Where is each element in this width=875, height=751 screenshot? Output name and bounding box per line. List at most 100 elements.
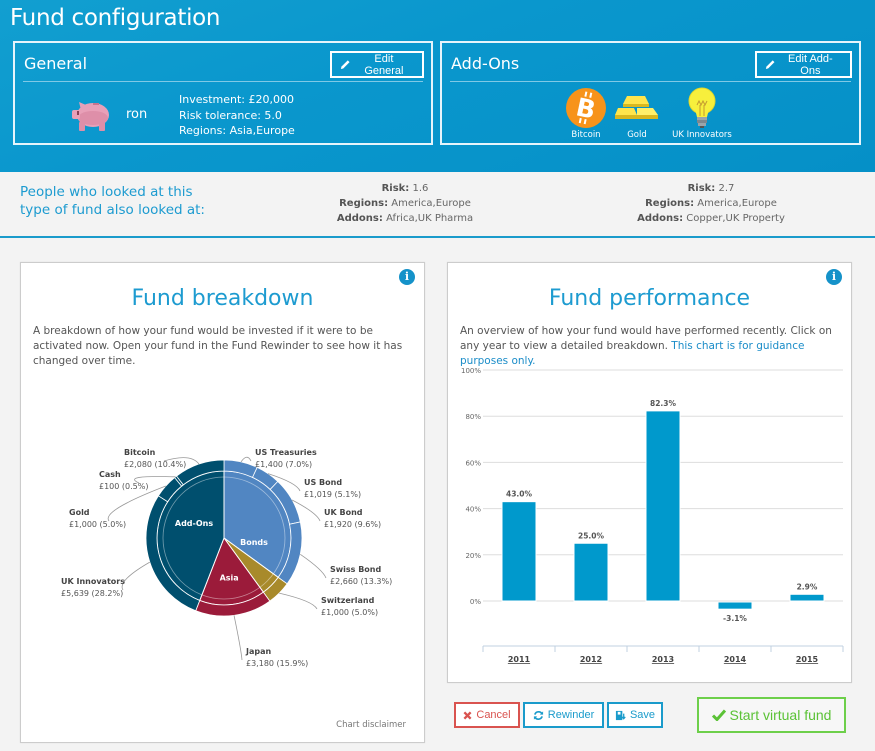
edit-general-label: Edit General [364,52,404,77]
start-virtual-fund-label: Start virtual fund [729,707,832,723]
pie-leader-line [233,615,243,661]
pie-inner-ring [162,476,286,600]
pie-label-value: £3,180 (15.9%) [246,659,308,668]
related-heading-line: type of fund also looked at: [20,202,205,218]
description-text: An overview of how your fund would have … [460,325,832,352]
pencil-icon [765,60,775,69]
bar-2013[interactable] [645,410,681,602]
pie-label-name: Gold [69,508,90,517]
related-fund-2[interactable]: Risk: 2.7 Regions: America,Europe Addons… [606,181,816,226]
rewinder-label: Rewinder [547,709,595,721]
bar-2015[interactable] [789,593,825,602]
risk-value: 1.6 [412,183,429,194]
pie-label-name: US Treasuries [255,448,317,457]
pie-label-value: £1,400 (7.0%) [255,460,312,469]
edit-general-button[interactable]: Edit General [330,51,424,78]
chart-disclaimer-link[interactable]: Chart disclaimer [336,720,406,730]
addons-panel: Add-Ons Edit Add-Ons B Bitcoin [440,41,861,145]
addon-label: Bitcoin [571,130,601,140]
save-button[interactable]: Save [607,702,663,728]
addons-title: Add-Ons [451,54,520,73]
addon-label: Gold [627,130,647,140]
bar-2014[interactable] [717,601,753,610]
addon-label: UK Innovators [672,130,732,140]
regions-key: Regions: [339,198,389,209]
bar-value-label: 82.3% [650,399,677,408]
fund-performance-title: Fund performance [548,286,751,311]
pie-label-value: £2,660 (13.3%) [330,577,392,586]
addons-value: Africa,UK Pharma [386,213,474,224]
related-heading-line: People who looked at this [20,184,193,200]
fund-summary: Investment: £20,000 Risk tolerance: 5.0 … [179,92,295,139]
fund-name: ron [126,107,148,122]
regions-value: Regions: Asia,Europe [179,124,295,137]
edit-addons-label: Edit Add-Ons [788,52,833,77]
fund-performance-card: i Fund performance An overview of how yo… [447,262,852,683]
piggy-bank-icon [72,102,109,131]
y-tick-label: 100% [461,367,481,375]
fund-breakdown-card: i Fund breakdown A breakdown of how your… [20,262,425,743]
bar-2011[interactable] [501,501,537,602]
pie-inner-label: Bonds [240,538,268,547]
addon-uk-innovators[interactable]: UK Innovators [666,87,738,140]
guidance-link[interactable]: This chart is for guidance purposes only… [460,340,805,367]
bar-value-label: 43.0% [506,490,533,499]
regions-key: Regions: [645,198,695,209]
x-category-label[interactable]: 2013 [652,655,674,664]
pie-label-name: Swiss Bond [330,565,381,574]
fund-breakdown-description: A breakdown of how your fund would be in… [33,325,403,367]
y-tick-label: 80% [465,413,481,421]
general-title: General [24,54,88,73]
lightbulb-icon [688,87,716,128]
addon-gold[interactable]: Gold [608,87,666,140]
info-icon[interactable]: i [399,269,415,285]
pie-label-value: £1,000 (5.0%) [321,608,378,617]
fund-performance-description: An overview of how your fund would have … [460,324,839,369]
info-icon[interactable]: i [826,269,842,285]
addons-value: Copper,UK Property [686,213,785,224]
close-icon [463,711,472,719]
risk-key: Risk: [687,183,716,194]
investment-value: Investment: £20,000 [179,93,294,106]
save-label: Save [629,709,656,721]
addon-bitcoin[interactable]: B Bitcoin [564,87,608,140]
related-funds-bar: People who looked at this type of fund a… [0,172,875,238]
fund-breakdown-title: Fund breakdown [131,286,314,311]
pie-outer-slice-bitcoin [176,459,225,486]
divider [450,81,851,82]
regions-value: America,Europe [697,198,777,209]
gold-bars-icon [615,96,658,119]
risk-value: 2.7 [718,183,735,194]
rewinder-button[interactable]: Rewinder [523,702,604,728]
cancel-button[interactable]: Cancel [454,702,520,728]
x-category-label[interactable]: 2012 [580,655,602,664]
cancel-label: Cancel [476,709,511,721]
addons-key: Addons: [637,213,684,224]
bar-2012[interactable] [573,542,609,602]
edit-addons-button[interactable]: Edit Add-Ons [755,51,852,78]
pie-label-value: £5,639 (28.2%) [61,589,123,598]
x-category-label[interactable]: 2011 [508,655,531,664]
start-virtual-fund-button[interactable]: Start virtual fund [697,697,846,733]
pie-label-name: Cash [99,470,121,479]
related-fund-1[interactable]: Risk: 1.6 Regions: America,Europe Addons… [300,181,510,226]
addons-key: Addons: [336,213,383,224]
fund-performance-bar-chart: 0% 20% 40% 60% 80% 100% 43.0% 2011 25.0% 2012 82.3… [461,367,844,664]
risk-tolerance-value: Risk tolerance: 5.0 [179,108,282,122]
pie-label-value: £1,000 (5.0%) [69,520,126,529]
pie-leader-line [163,457,200,465]
pie-leader-line [134,476,176,484]
pie-leader-line [291,499,321,522]
x-category-label[interactable]: 2015 [796,655,819,664]
pie-leader-line [300,553,327,579]
header: Fund configuration General Edit General … [0,0,875,172]
fund-breakdown-pie-chart: US Treasuries £1,400 (7.0%) US Bond £1,019 … [61,448,392,668]
related-funds-heading: People who looked at this type of fund a… [20,183,205,219]
pie-leader-line [240,456,252,463]
y-tick-label: 20% [465,552,481,560]
bar-value-label: -3.1% [723,614,747,623]
pie-label-value: £100 (0.5%) [99,482,148,491]
bar-value-label: 2.9% [797,582,818,591]
pie-label-name: Switzerland [321,596,375,605]
x-category-label[interactable]: 2014 [724,655,747,664]
